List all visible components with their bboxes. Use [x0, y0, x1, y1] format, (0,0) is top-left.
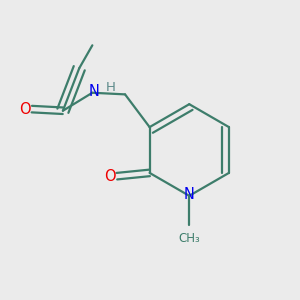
Text: N: N — [184, 187, 195, 202]
Text: H: H — [105, 81, 115, 94]
Text: CH₃: CH₃ — [178, 232, 200, 245]
Text: O: O — [20, 102, 31, 117]
Text: N: N — [88, 84, 99, 99]
Text: O: O — [104, 169, 116, 184]
